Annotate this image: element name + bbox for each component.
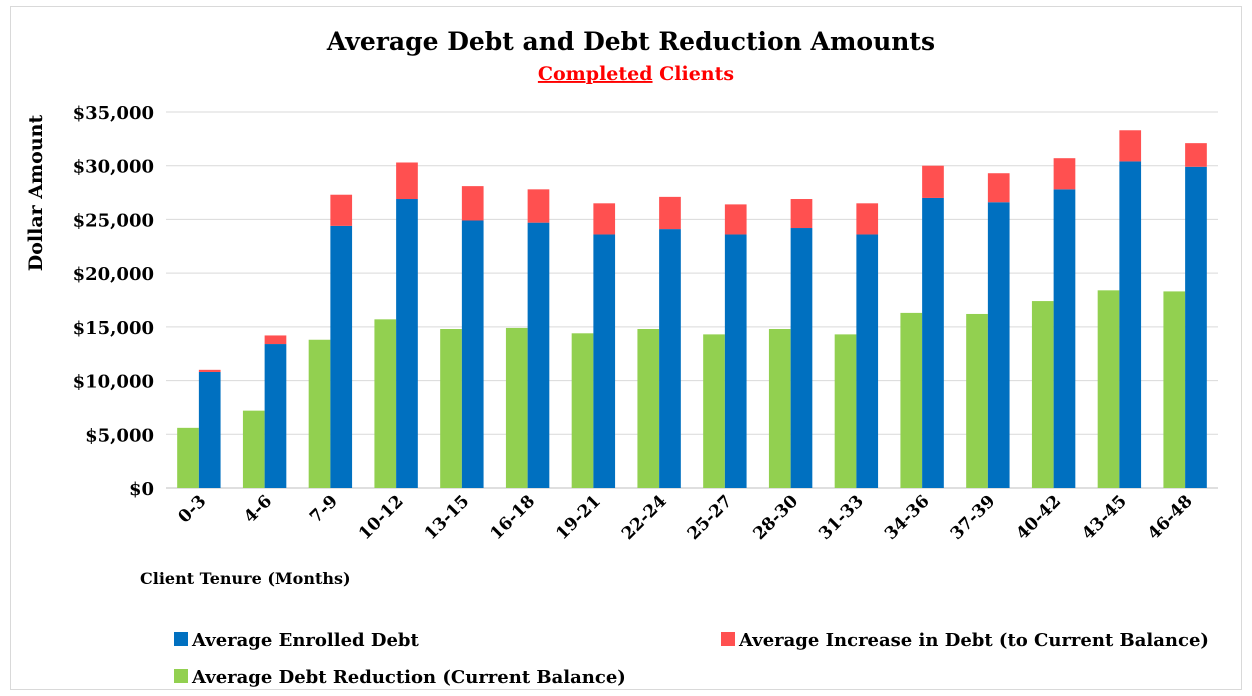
x-tick-label: 40-42: [1013, 491, 1066, 544]
legend-swatch: [174, 632, 188, 646]
bar-debt-increase: [527, 189, 550, 223]
chart-subtitle-underlined: Completed: [538, 63, 653, 85]
bar-enrolled-debt: [527, 222, 550, 488]
y-tick-label: $20,000: [73, 264, 154, 285]
x-tick-label: 46-48: [1144, 491, 1197, 544]
bar-debt-increase: [264, 335, 287, 345]
x-tick-label: 34-36: [881, 491, 934, 544]
legend-label: Average Enrolled Debt: [191, 630, 420, 651]
bar-debt-reduction: [900, 312, 923, 488]
bar-debt-reduction: [308, 339, 331, 488]
x-tick-label: 37-39: [947, 491, 1000, 544]
bar-debt-increase: [198, 369, 221, 372]
legend-label: Average Debt Reduction (Current Balance): [191, 667, 626, 688]
bar-enrolled-debt: [922, 197, 944, 488]
legend-label: Average Increase in Debt (to Current Bal…: [738, 630, 1209, 651]
bar-enrolled-debt: [790, 228, 813, 488]
chart-subtitle-rest: Clients: [653, 63, 735, 85]
x-tick-label: 4-6: [240, 491, 276, 527]
bar-enrolled-debt: [593, 234, 616, 488]
bar-debt-reduction: [374, 319, 397, 488]
x-tick-label: 13-15: [421, 491, 474, 544]
bar-debt-increase: [1185, 143, 1207, 167]
x-tick-label: 43-45: [1078, 491, 1131, 544]
bar-debt-reduction: [768, 329, 791, 488]
x-tick-label: 31-33: [815, 491, 868, 544]
bar-debt-increase: [1053, 158, 1076, 190]
bar-debt-reduction: [1097, 290, 1120, 488]
bar-enrolled-debt: [198, 371, 221, 488]
bar-debt-reduction: [571, 333, 594, 488]
x-tick-label: 19-21: [552, 491, 605, 544]
bar-debt-increase: [659, 196, 681, 230]
bar-debt-increase: [461, 186, 484, 221]
bars: [177, 130, 1207, 489]
bar-enrolled-debt: [396, 199, 418, 488]
bar-debt-reduction: [242, 410, 265, 488]
y-tick-label: $15,000: [73, 318, 154, 339]
legend-swatch: [721, 632, 735, 646]
bar-debt-increase: [1119, 130, 1142, 162]
y-tick-label: $35,000: [73, 103, 154, 124]
bar-enrolled-debt: [330, 225, 353, 489]
bar-enrolled-debt: [1119, 161, 1142, 488]
x-tick-label: 10-12: [355, 491, 408, 544]
bar-debt-increase: [593, 203, 616, 235]
x-tick-label: 25-27: [684, 491, 737, 544]
bar-enrolled-debt: [1053, 189, 1076, 488]
y-axis-label: Dollar Amount: [25, 115, 47, 272]
x-tick-label: 7-9: [306, 491, 342, 527]
chart-subtitle: Completed Clients: [538, 63, 734, 85]
bar-enrolled-debt: [987, 202, 1010, 489]
bar-enrolled-debt: [264, 344, 287, 488]
bar-debt-reduction: [1031, 301, 1054, 488]
bar-debt-increase: [922, 165, 944, 198]
bar-enrolled-debt: [461, 220, 484, 488]
chart-title: Average Debt and Debt Reduction Amounts: [326, 27, 935, 56]
bar-debt-increase: [987, 173, 1010, 203]
bar-debt-reduction: [703, 334, 725, 488]
bar-enrolled-debt: [724, 234, 747, 488]
bar-enrolled-debt: [1185, 166, 1207, 488]
x-axis-ticks: 0-3 4-6 7-9 10-12 13-15 16-18 19-21 22-24 25-27 2…: [175, 491, 1197, 544]
bar-debt-reduction: [966, 313, 988, 488]
legend: Average Enrolled Debt Average Increase in…: [174, 630, 1209, 688]
bar-debt-increase: [330, 194, 353, 226]
y-tick-label: $10,000: [73, 372, 154, 393]
bar-debt-reduction: [1163, 291, 1186, 488]
x-axis-label: Client Tenure (Months): [140, 569, 351, 588]
x-tick-label: 16-18: [487, 491, 540, 544]
bar-debt-reduction: [177, 427, 199, 488]
bar-debt-increase: [396, 162, 418, 200]
y-tick-label: $0: [129, 479, 154, 500]
y-tick-label: $25,000: [73, 210, 154, 231]
legend-swatch: [174, 669, 188, 683]
y-tick-label: $30,000: [73, 157, 154, 178]
bar-debt-reduction: [637, 329, 660, 488]
bar-enrolled-debt: [856, 234, 879, 488]
y-axis-ticks: $0 $5,000 $10,000 $15,000 $20,000 $25,000 $30,…: [73, 103, 154, 500]
bar-debt-increase: [856, 203, 879, 235]
bar-debt-reduction: [834, 334, 857, 488]
bar-enrolled-debt: [659, 229, 681, 488]
bar-debt-reduction: [505, 327, 528, 488]
bar-debt-increase: [790, 199, 813, 229]
x-tick-label: 0-3: [175, 491, 211, 527]
bar-debt-increase: [724, 204, 747, 235]
bar-debt-reduction: [440, 329, 462, 488]
y-tick-label: $5,000: [85, 425, 154, 446]
x-tick-label: 28-30: [750, 491, 803, 544]
x-tick-label: 22-24: [618, 491, 671, 544]
